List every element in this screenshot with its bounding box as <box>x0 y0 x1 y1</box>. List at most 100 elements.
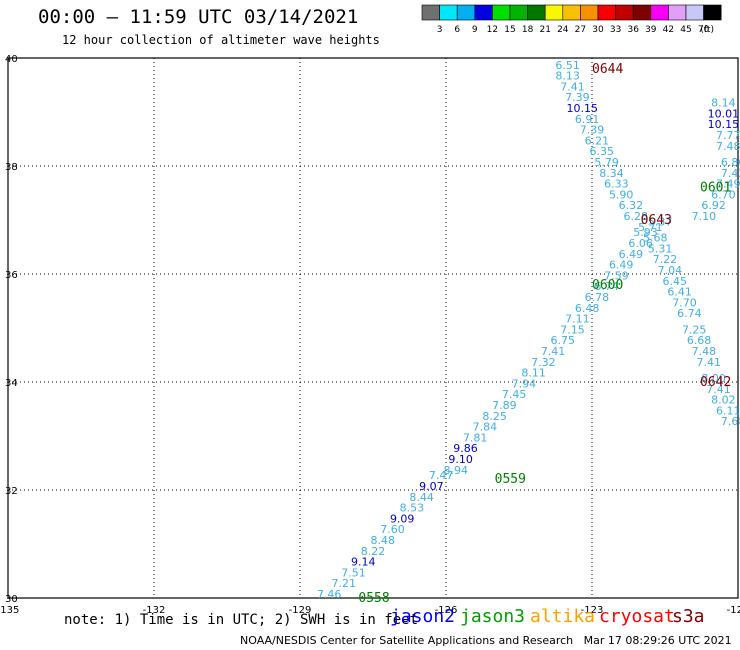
wave-height-value: 8.53 <box>400 502 425 515</box>
wave-height-value: 7.04 <box>658 264 683 277</box>
colorbar-tick-label: 15 <box>504 25 515 35</box>
colorbar-tick-label: 9 <box>472 25 478 35</box>
pass-time-label: 0644 <box>592 62 623 77</box>
colorbar-tick-label: 70 <box>698 25 710 35</box>
pass-time-label: 0601 <box>700 181 731 196</box>
wave-height-value: 8.34 <box>599 167 624 180</box>
wave-height-value: 8.13 <box>555 70 580 83</box>
wave-height-value: 7.46 <box>317 588 342 601</box>
pass-time-label: 0600 <box>592 278 623 293</box>
pass-time-labels: 0644 0601 0643 0600 0642 0559 0558 <box>358 62 731 606</box>
wave-height-value: 7.41 <box>541 345 566 358</box>
wave-height-value: 8.22 <box>361 545 386 558</box>
colorbar-tick-label: 30 <box>592 25 604 35</box>
wave-height-value: 9.09 <box>390 512 415 525</box>
wave-height-value: 6.49 <box>619 248 644 261</box>
satellite-legend-jason3: jason3 <box>460 606 526 627</box>
wave-height-value: 6.51 <box>555 59 580 72</box>
wave-height-value: 9.07 <box>419 480 444 493</box>
colorbar-unit-label: (ft) <box>700 25 714 35</box>
pass-time-label: 0558 <box>358 591 389 606</box>
wave-height-value: 8.00 <box>701 372 726 385</box>
colorbar-swatch <box>703 4 722 21</box>
wave-height-value: 7.15 <box>560 323 585 336</box>
wave-height-value: 6.74 <box>677 307 702 320</box>
satellite-legend-jason2: jason2 <box>390 606 456 627</box>
pass-time-label: 0643 <box>641 213 672 228</box>
wave-height-value: 7.25 <box>682 323 707 336</box>
plot-frame <box>7 57 739 599</box>
wave-height-value: 6.75 <box>551 334 576 347</box>
colorbar-legend: 3 6 9 12 15 18 21 24 27 30 33 36 39 42 45 70(ft) <box>421 4 722 35</box>
wave-height-value: 7.41 <box>560 80 585 93</box>
colorbar-tick-label: 6 <box>454 25 460 35</box>
y-tick-label: 36 <box>5 270 18 281</box>
wave-height-value: 7.68 <box>721 415 740 428</box>
wave-height-value: 8.94 <box>443 464 468 477</box>
wave-height-value: 7.45 <box>502 388 527 401</box>
wave-height-value: 7.41 <box>697 356 722 369</box>
wave-height-value: 6.21 <box>585 134 610 147</box>
wave-height-value: 8.48 <box>370 534 395 547</box>
y-tick-label: 40 <box>5 54 18 65</box>
wave-height-value: 5.79 <box>594 156 619 169</box>
wave-height-map: -135 -132 -129 -126 -123 -120 30 32 34 36 38 40 7.46… <box>0 54 740 616</box>
wave-height-value: 6.74 <box>594 280 619 293</box>
wave-height-value: 6.06 <box>628 237 653 250</box>
wave-height-value: 8.11 <box>521 367 546 380</box>
wave-height-value: 6.45 <box>662 275 687 288</box>
colorbar-tick-label: 42 <box>663 25 674 35</box>
colorbar-tick-label: 27 <box>575 25 586 35</box>
wave-height-value: 6.41 <box>667 286 692 299</box>
wave-height-value: 6.80 <box>721 156 740 169</box>
wave-height-value: 8.25 <box>482 410 507 423</box>
wave-height-value: 9.10 <box>448 453 473 466</box>
wave-height-value: 7.48 <box>692 345 717 358</box>
wave-height-value: 8.02 <box>711 394 736 407</box>
colorbar-tick-label: 39 <box>645 25 657 35</box>
wave-height-value: 5.31 <box>648 242 673 255</box>
x-tick-label: -129 <box>289 605 312 616</box>
wave-height-value: 9.14 <box>351 556 376 569</box>
wave-height-value: 5.71 <box>638 221 663 234</box>
pass-time-label: 0642 <box>700 375 731 390</box>
x-tick-label: -120 <box>727 605 740 616</box>
wave-height-value: 6.91 <box>575 113 600 126</box>
pass-time-label: 0559 <box>495 472 526 487</box>
wave-height-value: 7.11 <box>565 313 590 326</box>
wave-height-value: 10.15 <box>708 118 740 131</box>
wave-height-value: 9.86 <box>453 442 478 455</box>
wave-height-value: 7.32 <box>531 356 556 369</box>
wave-height-value: 7.22 <box>653 253 678 266</box>
colorbar-tick-label: 12 <box>487 25 498 35</box>
wave-height-value: 7.39 <box>580 124 605 137</box>
wave-height-value: 7.41 <box>706 383 731 396</box>
footnote: note: 1) Time is in UTC; 2) SWH is in fe… <box>64 612 419 628</box>
colorbar-tick-label: 3 <box>437 25 443 35</box>
wave-height-value: 7.51 <box>341 566 366 579</box>
chart-title: 00:00 – 11:59 UTC 03/14/2021 <box>38 6 359 28</box>
wave-height-value: 6.32 <box>619 199 644 212</box>
wave-height-value: 7.10 <box>692 210 717 223</box>
wave-height-value: 8.44 <box>409 491 434 504</box>
y-tick-label: 38 <box>5 162 18 173</box>
satellite-legend-s3a: s3a <box>672 606 705 627</box>
wave-height-value: 7.70 <box>672 296 697 309</box>
wave-height-value: 6.78 <box>585 291 610 304</box>
wave-height-value: 10.01 <box>708 107 740 120</box>
chart-subtitle: 12 hour collection of altimeter wave hei… <box>62 33 380 47</box>
wave-height-value: 6.68 <box>687 334 712 347</box>
x-tick-label: -135 <box>0 605 19 616</box>
wave-height-value: 6.28 <box>624 210 649 223</box>
wave-height-value: 5.68 <box>643 232 668 245</box>
wave-height-value: 6.33 <box>604 178 629 191</box>
wave-height-value: 5.93 <box>633 226 658 239</box>
x-tick-label: -132 <box>143 605 166 616</box>
colorbar-tick-label: 18 <box>522 25 534 35</box>
wave-height-value: 6.48 <box>575 302 600 315</box>
colorbar-tick-label: 33 <box>610 25 621 35</box>
wave-height-value: 7.77 <box>716 129 740 142</box>
wave-height-value: 5.90 <box>609 188 634 201</box>
wave-height-value: 10.15 <box>567 102 599 115</box>
